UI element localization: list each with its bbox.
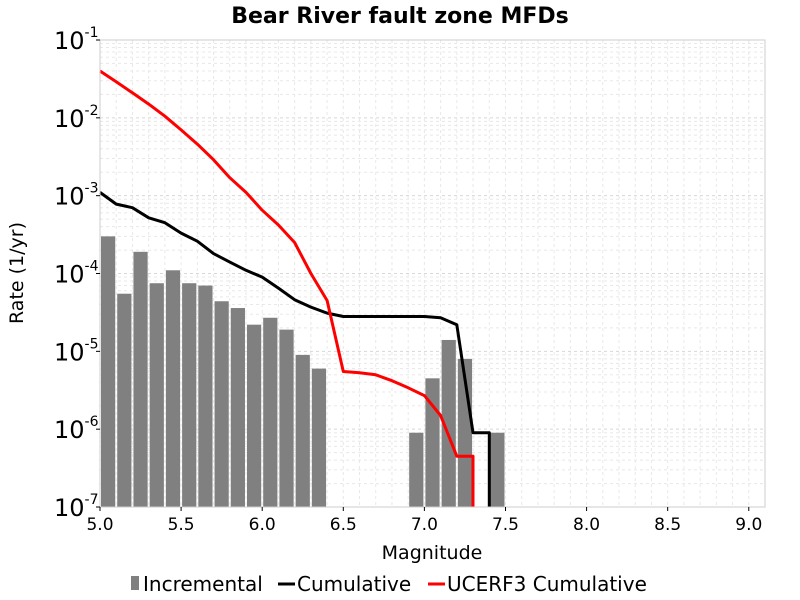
x-axis-ticks: 5.0 5.5 6.0 6.5 7.0 7.5 8.0 8.5 9.0	[86, 507, 762, 535]
y-tick-label: 10-3	[54, 181, 99, 211]
x-tick-label: 7.0	[411, 515, 438, 535]
y-axis-label: Rate (1/yr)	[6, 222, 28, 324]
bar-incremental	[490, 432, 505, 507]
bar-incremental	[214, 301, 229, 507]
y-tick-label: 10-2	[54, 103, 99, 133]
x-tick-label: 5.5	[168, 515, 195, 535]
y-tick-label: 10-4	[54, 259, 99, 289]
incremental-bars	[101, 236, 505, 507]
bar-incremental	[149, 283, 164, 507]
bar-incremental	[101, 236, 116, 507]
legend-item: Incremental	[131, 572, 263, 596]
bar-incremental	[198, 285, 213, 507]
line-ucerf3-cumulative	[99, 69, 475, 507]
x-tick-label: 7.5	[492, 515, 519, 535]
bar-incremental	[246, 324, 262, 507]
legend-label: Cumulative	[297, 572, 411, 596]
bar-incremental	[182, 283, 197, 507]
chart-title: Bear River fault zone MFDs	[231, 4, 569, 29]
legend-item: UCERF3 Cumulative	[428, 572, 647, 596]
y-tick-label: 10-5	[54, 336, 99, 366]
legend: Incremental Cumulative UCERF3 Cumulative	[131, 572, 647, 596]
bar-incremental	[409, 432, 424, 507]
x-tick-label: 8.5	[654, 515, 681, 535]
legend-swatch	[131, 576, 139, 590]
bar-incremental	[279, 329, 294, 507]
x-tick-label: 6.5	[330, 515, 357, 535]
bar-incremental	[263, 317, 278, 507]
y-axis-ticks: 10-7 10-6 10-5 10-4 10-3 10-2 10-1	[54, 25, 100, 522]
y-tick-label: 10-6	[54, 414, 99, 444]
y-tick-label: 10-1	[54, 25, 99, 55]
cumulative-lines	[99, 69, 491, 507]
bar-incremental	[133, 251, 148, 507]
bar-incremental	[230, 308, 245, 507]
x-tick-label: 6.0	[249, 515, 276, 535]
x-tick-label: 9.0	[735, 515, 762, 535]
x-tick-label: 8.0	[573, 515, 600, 535]
legend-item: Cumulative	[278, 572, 411, 596]
bar-incremental	[311, 368, 327, 507]
legend-label: Incremental	[143, 572, 263, 596]
x-tick-label: 5.0	[86, 515, 113, 535]
bar-incremental	[295, 354, 310, 507]
x-axis-label: Magnitude	[382, 542, 483, 564]
line-cumulative	[99, 191, 491, 507]
bar-incremental	[165, 270, 181, 507]
bar-incremental	[117, 293, 132, 507]
y-tick-label: 10-7	[54, 492, 99, 522]
legend-label: UCERF3 Cumulative	[447, 572, 647, 596]
bar-incremental	[441, 339, 456, 507]
